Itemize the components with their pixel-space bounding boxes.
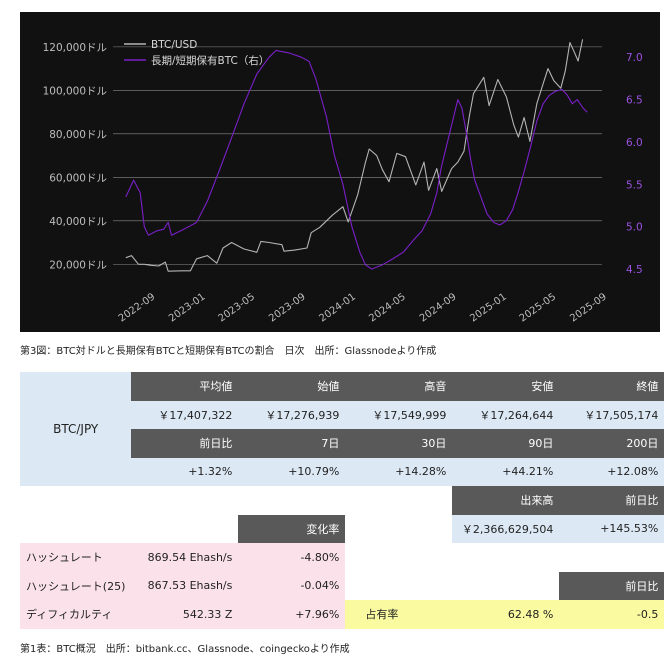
volume-header: 出来高 [452,486,560,515]
legend-label: BTC/USD [151,39,197,51]
price-header: 高音 [345,372,453,401]
change-value: +1.32% [131,457,239,486]
change-value-row: +1.32% +10.79% +14.28% +44.21% +12.08% [20,457,665,486]
change-rate-header: 変化率 [238,514,346,543]
chart-caption: 第3図：BTC対ドルと長期保有BTCと短期保有BTCの割合 日次 出所：Glas… [20,346,437,357]
price-header: 始値 [238,372,346,401]
btc-chart-svg: 20,000ドル 40,000ドル 60,000ドル 80,000ドル 100,000ド… [43,39,643,324]
y-right-tick-label: 5.0 [626,222,643,234]
difficulty-row: ディフィカルティ 542.33 Z +7.96% 占有率 62.48 % -0.… [20,600,665,629]
x-tick-label: 2023-09 [267,291,308,324]
volume-header-row: 出来高 前日比 [20,486,665,515]
price-value: ￥17,505,174 [559,400,665,429]
metric-value: 867.53 Ehash/s [131,571,239,600]
y-left-tick-label: 120,000ドル [43,42,107,54]
x-tick-label: 2023-05 [217,291,258,324]
table-caption: 第1表：BTC概況 出所：bitbank.cc、Glassnode、coinge… [20,644,350,655]
change-rate-header-row: 変化率 ￥2,366,629,504 +145.53% [20,514,665,543]
price-header-row: BTC/JPY 平均値 始値 高音 安値 終値 [20,372,665,486]
y-left-tick-label: 40,000ドル [49,216,107,228]
price-value: ￥17,264,644 [452,400,560,429]
y-right-tick-label: 6.5 [626,95,643,107]
share-label: 占有率 [345,600,453,629]
volume-change-header: 前日比 [559,486,665,515]
change-header: 200日 [559,429,665,458]
y-left-tick-label: 20,000ドル [49,259,107,271]
price-value-row: ￥17,407,322 ￥17,276,939 ￥17,549,999 ￥17,… [20,400,665,429]
change-header-row: 前日比 7日 30日 90日 200日 [20,429,665,458]
y-left-tick-label: 80,000ドル [49,129,107,141]
metric-change: -4.80% [238,543,346,572]
btc-summary-table: BTC/JPY 平均値 始値 高音 安値 終値 ￥17,407,322 ￥17,… [20,372,665,629]
price-header: 安値 [452,372,560,401]
volume-value: ￥2,366,629,504 [452,514,560,543]
price-header: 平均値 [131,372,239,401]
x-tick-label: 2025-09 [568,291,609,324]
hashrate-row: ハッシュレート 869.54 Ehash/s -4.80% [20,543,665,572]
share-change-header: 前日比 [559,571,665,600]
y-right-tick-label: 5.5 [626,179,643,191]
change-value: +44.21% [452,457,560,486]
change-value: +10.79% [238,457,346,486]
x-tick-label: 2022-09 [117,291,158,324]
price-header: 終値 [559,372,665,401]
y-right-tick-label: 7.0 [626,52,643,64]
volume-change-value: +145.53% [559,514,665,543]
series-line-btc-usd [125,39,584,272]
legend-label: 長期/短期保有BTC（右） [151,54,269,67]
metric-label: ハッシュレート(25) [20,571,132,600]
x-tick-label: 2024-09 [418,291,459,324]
x-tick-label: 2025-01 [468,291,509,324]
change-value: +12.08% [559,457,665,486]
price-value: ￥17,407,322 [131,400,239,429]
change-header: 前日比 [131,429,239,458]
metric-change: -0.04% [238,571,346,600]
metric-change: +7.96% [238,600,346,629]
y-left-tick-label: 60,000ドル [49,172,107,184]
price-value: ￥17,276,939 [238,400,346,429]
pair-label: BTC/JPY [20,372,132,486]
x-tick-label: 2024-01 [317,291,358,324]
series-line-ratio [125,49,588,270]
change-header: 90日 [452,429,560,458]
btc-chart: 20,000ドル 40,000ドル 60,000ドル 80,000ドル 100,000ド… [20,12,660,332]
hashrate25-row: ハッシュレート(25) 867.53 Ehash/s -0.04% 前日比 [20,571,665,600]
x-tick-label: 2025-05 [518,291,559,324]
change-header: 30日 [345,429,453,458]
metric-label: ハッシュレート [20,543,132,572]
metric-label: ディフィカルティ [20,600,132,629]
share-change-value: -0.5 [559,600,665,629]
y-left-tick-label: 100,000ドル [43,85,107,97]
price-value: ￥17,549,999 [345,400,453,429]
metric-value: 542.33 Z [131,600,239,629]
x-tick-label: 2024-05 [367,291,408,324]
x-tick-label: 2023-01 [167,291,208,324]
change-header: 7日 [238,429,346,458]
share-value: 62.48 % [452,600,560,629]
metric-value: 869.54 Ehash/s [131,543,239,572]
y-right-tick-label: 6.0 [626,137,643,149]
change-value: +14.28% [345,457,453,486]
y-right-tick-label: 4.5 [626,264,643,276]
